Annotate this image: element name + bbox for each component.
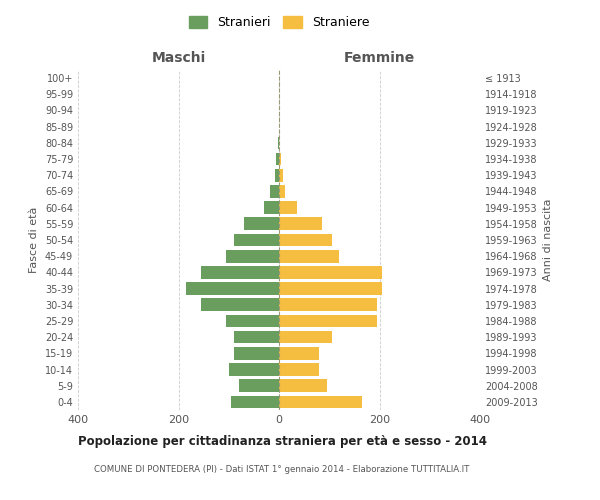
Bar [279,331,332,344]
Legend: Stranieri, Straniere: Stranieri, Straniere [184,11,374,34]
Bar [201,298,279,311]
Text: Maschi: Maschi [151,51,206,65]
Bar [279,202,296,214]
Bar [234,331,279,344]
Bar [279,282,382,295]
Bar [279,380,327,392]
Bar [279,347,319,360]
Bar [226,314,279,328]
Bar [279,169,283,181]
Text: Popolazione per cittadinanza straniera per età e sesso - 2014: Popolazione per cittadinanza straniera p… [77,435,487,448]
Bar [279,250,340,262]
Bar [226,250,279,262]
Bar [186,282,279,295]
Bar [279,363,319,376]
Bar [277,152,279,166]
Bar [279,152,281,166]
Text: COMUNE DI PONTEDERA (PI) - Dati ISTAT 1° gennaio 2014 - Elaborazione TUTTITALIA.: COMUNE DI PONTEDERA (PI) - Dati ISTAT 1°… [94,465,470,474]
Bar [201,266,279,278]
Bar [279,298,377,311]
Bar [264,202,279,214]
Bar [279,185,285,198]
Bar [278,136,279,149]
Bar [275,169,279,181]
Bar [231,396,279,408]
Bar [279,396,362,408]
Bar [270,185,279,198]
Bar [279,234,332,246]
Bar [229,363,279,376]
Y-axis label: Fasce di età: Fasce di età [29,207,39,273]
Bar [234,234,279,246]
Text: Femmine: Femmine [344,51,415,65]
Bar [279,218,322,230]
Y-axis label: Anni di nascita: Anni di nascita [543,198,553,281]
Bar [244,218,279,230]
Bar [234,347,279,360]
Bar [279,314,377,328]
Bar [279,266,382,278]
Bar [239,380,279,392]
